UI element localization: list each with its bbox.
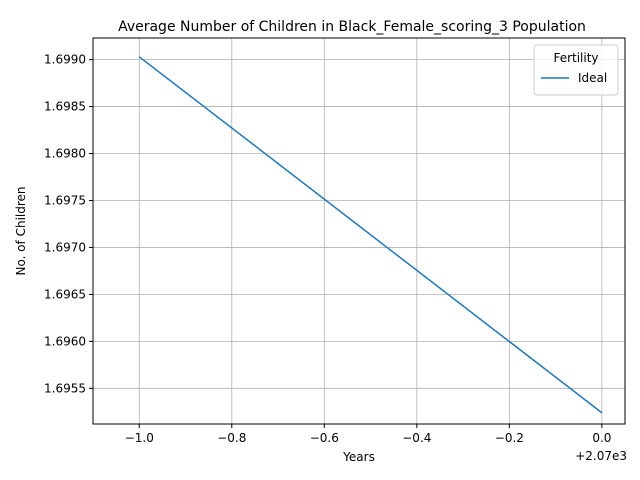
x-tick-label: −0.4	[402, 431, 431, 445]
y-tick-label: 1.6965	[44, 287, 86, 301]
x-axis: −1.0 −0.8 −0.6 −0.4 −0.2 0.0	[125, 424, 611, 445]
legend-box	[533, 44, 619, 96]
y-tick-label: 1.6990	[44, 53, 86, 67]
y-axis-label: No. of Children	[14, 186, 28, 275]
x-tick-label: −0.2	[495, 431, 524, 445]
y-tick-label: 1.6980	[44, 147, 86, 161]
x-axis-offset: +2.07e3	[575, 449, 627, 463]
y-tick-label: 1.6960	[44, 334, 86, 348]
x-tick-label: −1.0	[125, 431, 154, 445]
y-tick-label: 1.6985	[44, 100, 86, 114]
legend: Fertility Ideal	[533, 44, 619, 96]
y-tick-label: 1.6955	[44, 381, 86, 395]
y-tick-label: 1.6970	[44, 240, 86, 254]
x-axis-label: Years	[342, 450, 375, 464]
series-line-ideal	[138, 56, 603, 414]
y-tick-label: 1.6975	[44, 193, 86, 207]
plot-frame	[92, 37, 626, 425]
grid	[93, 38, 625, 424]
series-layer	[138, 56, 603, 414]
legend-title: Fertility	[553, 51, 598, 65]
y-axis: 1.6955 1.6960 1.6965 1.6970 1.6975 1.6980 1.69…	[44, 53, 93, 395]
x-tick-label: −0.6	[310, 431, 339, 445]
x-tick-label: 0.0	[592, 431, 611, 445]
legend-label-ideal: Ideal	[578, 71, 607, 85]
chart-title: Average Number of Children in Black_Fema…	[118, 19, 586, 35]
x-tick-label: −0.8	[217, 431, 246, 445]
